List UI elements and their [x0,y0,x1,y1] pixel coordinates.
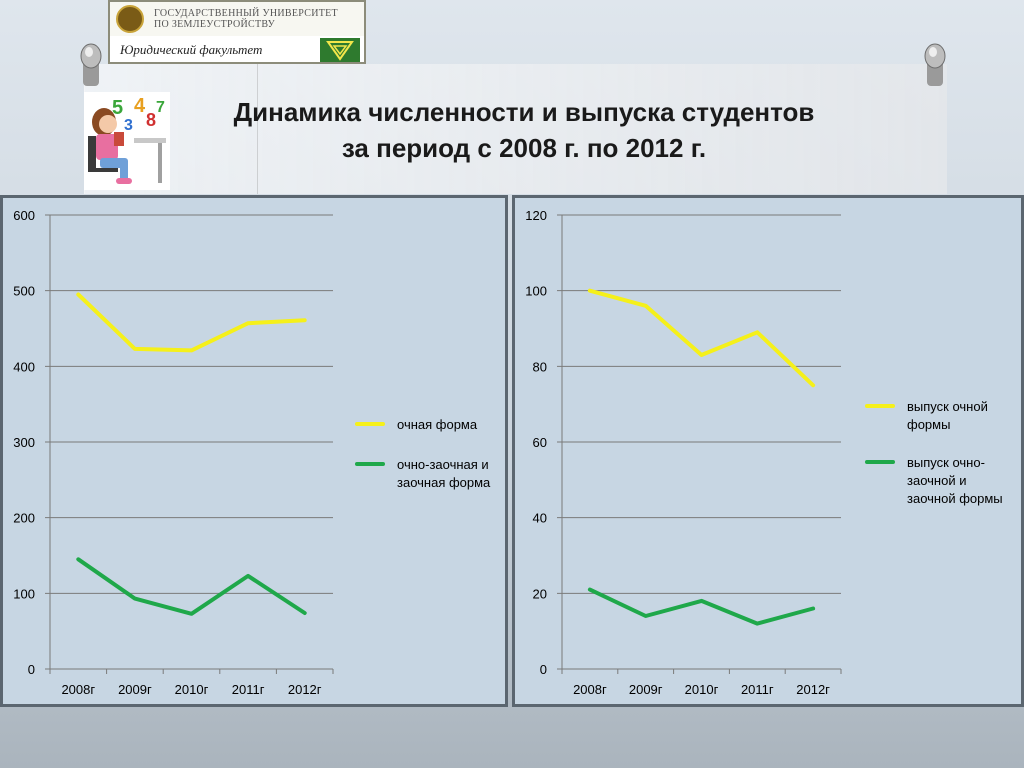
graduation-chart-legend: выпуск очной формы выпуск очно- заочной и… [865,398,1003,508]
graduation-y-tick-label: 40 [533,511,547,526]
graduation-x-tick-label: 2011г [741,682,774,697]
pushpin-left-icon [80,43,102,86]
banner-top-row: ГОСУДАРСТВЕННЫЙ УНИВЕРСИТЕТ ПО ЗЕМЛЕУСТР… [110,2,364,37]
enrollment-chart-panel: 0 100 200 300 400 500 600 2008г 2009г 2010г 2011г 2… [0,195,508,707]
faculty-emblem-icon [320,38,360,62]
legend-swatch [355,462,385,466]
enrollment-x-tick-label: 2010г [175,682,209,697]
enrollment-x-tick-label: 2012г [288,682,322,697]
page-title: Динамика численности и выпуска студентов… [174,94,874,166]
graduation-series-line-1 [587,288,816,388]
enrollment-series-line-2 [76,557,307,616]
legend-item: очная форма [355,416,490,434]
legend-label: выпуск очно- заочной и заочной формы [907,455,1003,506]
graduation-x-tick-label: 2008г [573,682,607,697]
graduation-y-tick-label: 120 [525,208,547,223]
pushpin-right-icon [924,43,946,86]
graduation-x-tick-label: 2010г [685,682,719,697]
enrollment-y-tick-label: 200 [13,511,35,526]
title-line-1: Динамика численности и выпуска студентов [233,97,815,127]
enrollment-y-tick-label: 100 [13,586,35,601]
enrollment-line-chart: 0 100 200 300 400 500 600 2008г 2009г 2010г 2011г 2… [13,208,334,697]
svg-text:8: 8 [146,110,156,130]
faculty-name: Юридический факультет [120,42,263,57]
enrollment-y-tick-label: 0 [28,662,35,677]
legend-label: очно-заочная и заочная форма [397,457,491,490]
university-banner: ГОСУДАРСТВЕННЫЙ УНИВЕРСИТЕТ ПО ЗЕМЛЕУСТР… [108,0,366,64]
graduation-y-tick-label: 80 [533,359,547,374]
legend-swatch [865,404,895,408]
legend-item: выпуск очно- заочной и заочной формы [865,454,1003,508]
legend-label: очная форма [397,417,478,432]
svg-text:3: 3 [124,117,133,134]
graduation-y-tick-label: 0 [540,662,547,677]
enrollment-y-tick-label: 300 [13,435,35,450]
banner-bottom-row: Юридический факультет [110,36,364,62]
enrollment-y-tick-label: 600 [13,208,35,223]
enrollment-x-tick-label: 2009г [118,682,152,697]
legend-swatch [865,460,895,464]
enrollment-y-tick-label: 500 [13,284,35,299]
university-seal-icon [116,5,144,33]
legend-item: выпуск очной формы [865,398,1003,434]
graduation-y-tick-label: 20 [533,586,547,601]
student-clipart-icon: 5 4 8 3 7 [84,92,170,190]
svg-text:4: 4 [134,95,146,117]
graduation-x-tick-label: 2009г [629,682,663,697]
svg-text:5: 5 [112,97,123,119]
enrollment-y-tick-label: 400 [13,359,35,374]
graduation-chart-panel: 0 20 40 60 80 100 120 2008г 2009г 2010г 2011г 2012г… [512,195,1024,707]
graduation-y-tick-label: 60 [533,435,547,450]
svg-text:7: 7 [156,99,165,116]
graduation-x-tick-label: 2012г [796,682,830,697]
legend-item: очно-заочная и заочная форма [355,456,490,492]
legend-swatch [355,422,385,426]
enrollment-x-tick-label: 2008г [61,682,95,697]
paper-fold [257,64,258,194]
graduation-series-line-2 [587,587,816,626]
title-line-2: за период с 2008 г. по 2012 г. [341,133,707,163]
university-name: ГОСУДАРСТВЕННЫЙ УНИВЕРСИТЕТ ПО ЗЕМЛЕУСТР… [154,8,338,30]
enrollment-series-line-1 [76,292,307,353]
legend-label: выпуск очной формы [907,399,988,432]
title-paper-sheet [84,64,947,194]
enrollment-x-tick-label: 2011г [232,682,265,697]
enrollment-chart-legend: очная форма очно-заочная и заочная форма [355,416,490,492]
graduation-y-tick-label: 100 [525,284,547,299]
graduation-line-chart: 0 20 40 60 80 100 120 2008г 2009г 2010г 2011г 2012г [525,208,842,697]
